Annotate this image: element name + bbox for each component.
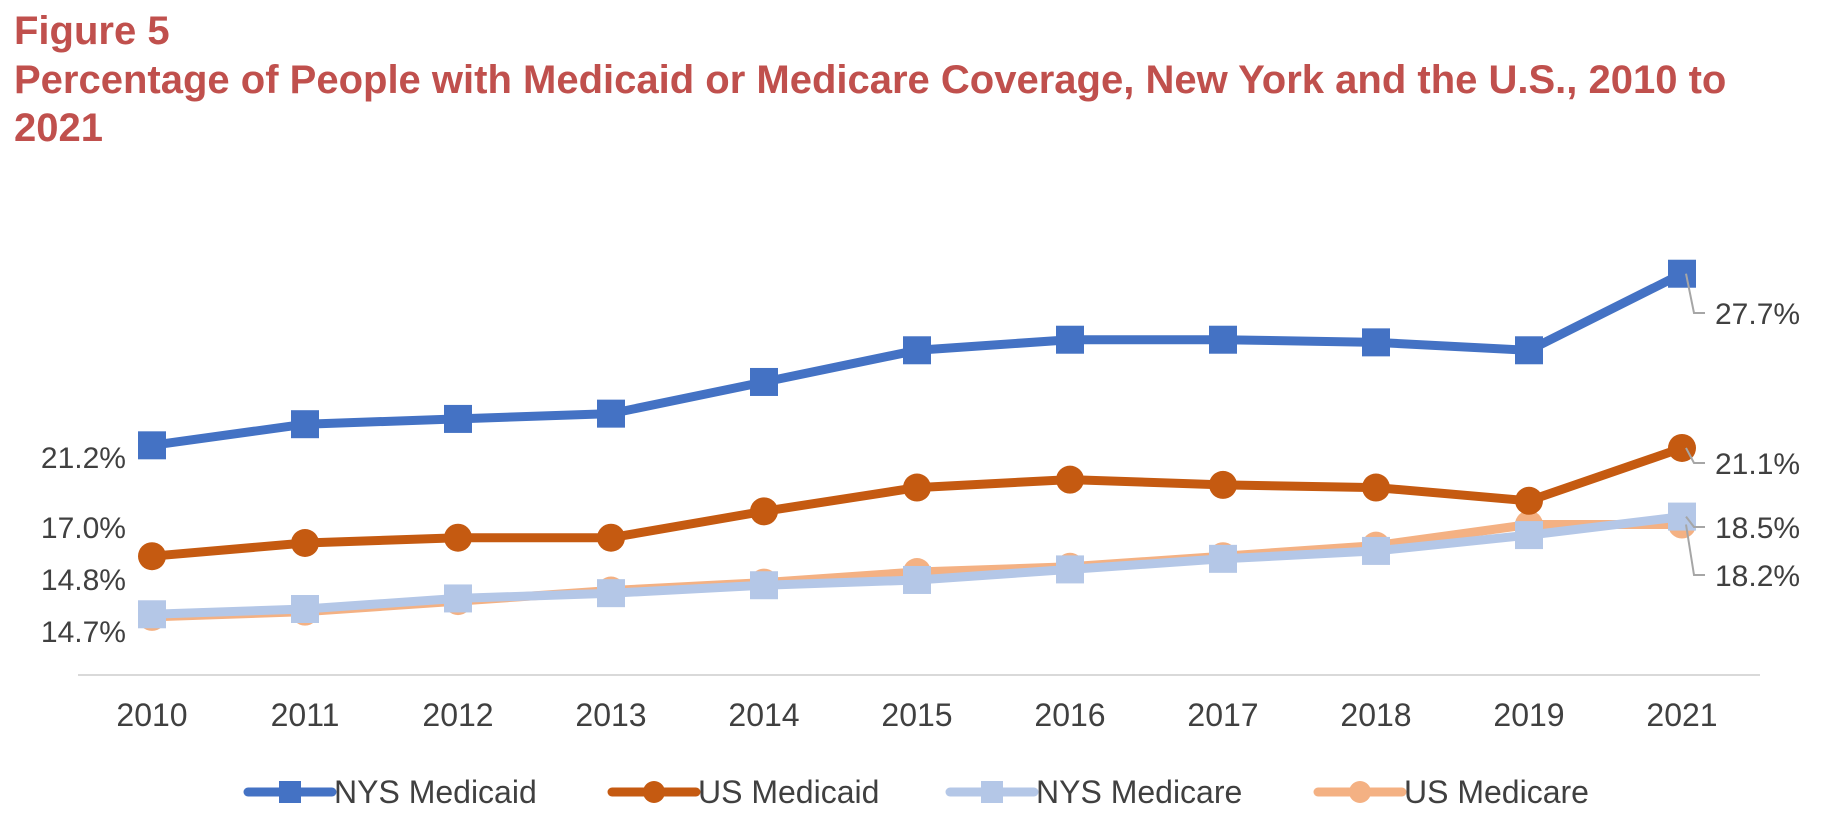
nys-medicare-point [597,579,625,608]
nys-medicare-point [1515,521,1543,550]
nys-medicaid-point [138,431,166,460]
legend-label: US Medicaid [698,774,879,810]
us-medicaid-point [138,542,166,571]
figure-label: Figure 5 [14,9,170,53]
nys-medicare-point [903,565,931,594]
nys-medicare-point [138,600,166,629]
nys-medicare-markers [138,502,1696,629]
series-markers [138,259,1696,631]
nys-medicaid-point [1362,328,1390,357]
nys-medicaid-point [1056,325,1084,354]
legend-marker [279,781,301,803]
nys-medicare-point [1668,502,1696,531]
us-medicare-last-label: 18.2% [1715,560,1800,593]
nys-medicare-first-label: 14.8% [41,564,126,597]
legend-marker [981,781,1003,803]
us-medicaid-point [1515,486,1543,515]
nys-medicaid-point [597,399,625,428]
legend-item-us-medicare: US Medicare [1313,774,1589,810]
x-tick-label: 2016 [1034,697,1105,733]
us-medicaid-point [597,523,625,552]
nys-medicare-last-label: 18.5% [1715,512,1800,545]
us-medicaid-point [444,523,472,552]
nys-medicaid-point [291,410,319,439]
legend-item-us-medicaid: US Medicaid [607,774,879,810]
nys-medicaid-point [1209,325,1237,354]
x-tick-label: 2021 [1646,697,1717,733]
legend: NYS Medicaid US Medicaid NYS Medicare US Me… [243,774,1589,810]
legend-item-nys-medicaid: NYS Medicaid [243,774,537,810]
data-label-leader [1685,524,1705,576]
x-tick-label: 2018 [1340,697,1411,733]
nys-medicare-point [1056,555,1084,584]
chart-title: Percentage of People with Medicaid or Me… [14,58,1727,150]
us-medicaid-markers [138,433,1696,571]
nys-medicaid-last-label: 27.7% [1715,298,1800,331]
x-tick-label: 2011 [271,697,340,733]
x-tick-label: 2019 [1493,697,1564,733]
nys-medicaid-point [444,404,472,433]
data-label-leader [1685,447,1705,464]
nys-medicaid-point [750,367,778,396]
x-tick-labels: 2010 2011 2012 2013 2014 2015 2016 2017 2018 2019… [116,697,1717,733]
legend-label: NYS Medicaid [334,774,537,810]
us-medicaid-last-label: 21.1% [1715,448,1800,481]
nys-medicaid-point [1515,336,1543,365]
legend-label: US Medicare [1404,774,1589,810]
x-tick-label: 2013 [575,697,646,733]
nys-medicare-point [291,595,319,623]
nys-medicaid-first-label: 21.2% [41,442,126,475]
x-tick-label: 2012 [422,697,493,733]
nys-medicaid-point [1668,259,1696,288]
data-labels: 21.2% 27.7% 17.0% 21.1% 14.8% 18.5% 14.7% 18.2% [41,273,1800,649]
us-medicaid-first-label: 17.0% [41,512,126,545]
us-medicaid-point [1362,473,1390,502]
data-label-leader [1685,273,1705,314]
x-tick-label: 2014 [728,697,799,733]
legend-marker [643,781,665,803]
us-medicaid-point [1056,465,1084,494]
data-label-leader [1685,515,1705,528]
us-medicaid-point [750,497,778,526]
us-medicaid-point [903,473,931,502]
nys-medicare-point [1362,536,1390,565]
nys-medicare-point [1209,544,1237,573]
x-tick-label: 2015 [881,697,952,733]
legend-label: NYS Medicare [1036,774,1242,810]
legend-item-nys-medicare: NYS Medicare [945,774,1242,810]
us-medicare-first-label: 14.7% [41,616,126,649]
title-block: Figure 5 Percentage of People with Medic… [14,6,1824,152]
legend-marker [1349,781,1371,803]
x-tick-label: 2010 [116,697,187,733]
us-medicaid-point [291,529,319,557]
nys-medicaid-markers [138,259,1696,460]
us-medicaid-point [1209,470,1237,499]
nys-medicare-point [750,571,778,600]
nys-medicare-point [444,584,472,613]
x-tick-label: 2017 [1187,697,1258,733]
nys-medicaid-point [903,336,931,365]
